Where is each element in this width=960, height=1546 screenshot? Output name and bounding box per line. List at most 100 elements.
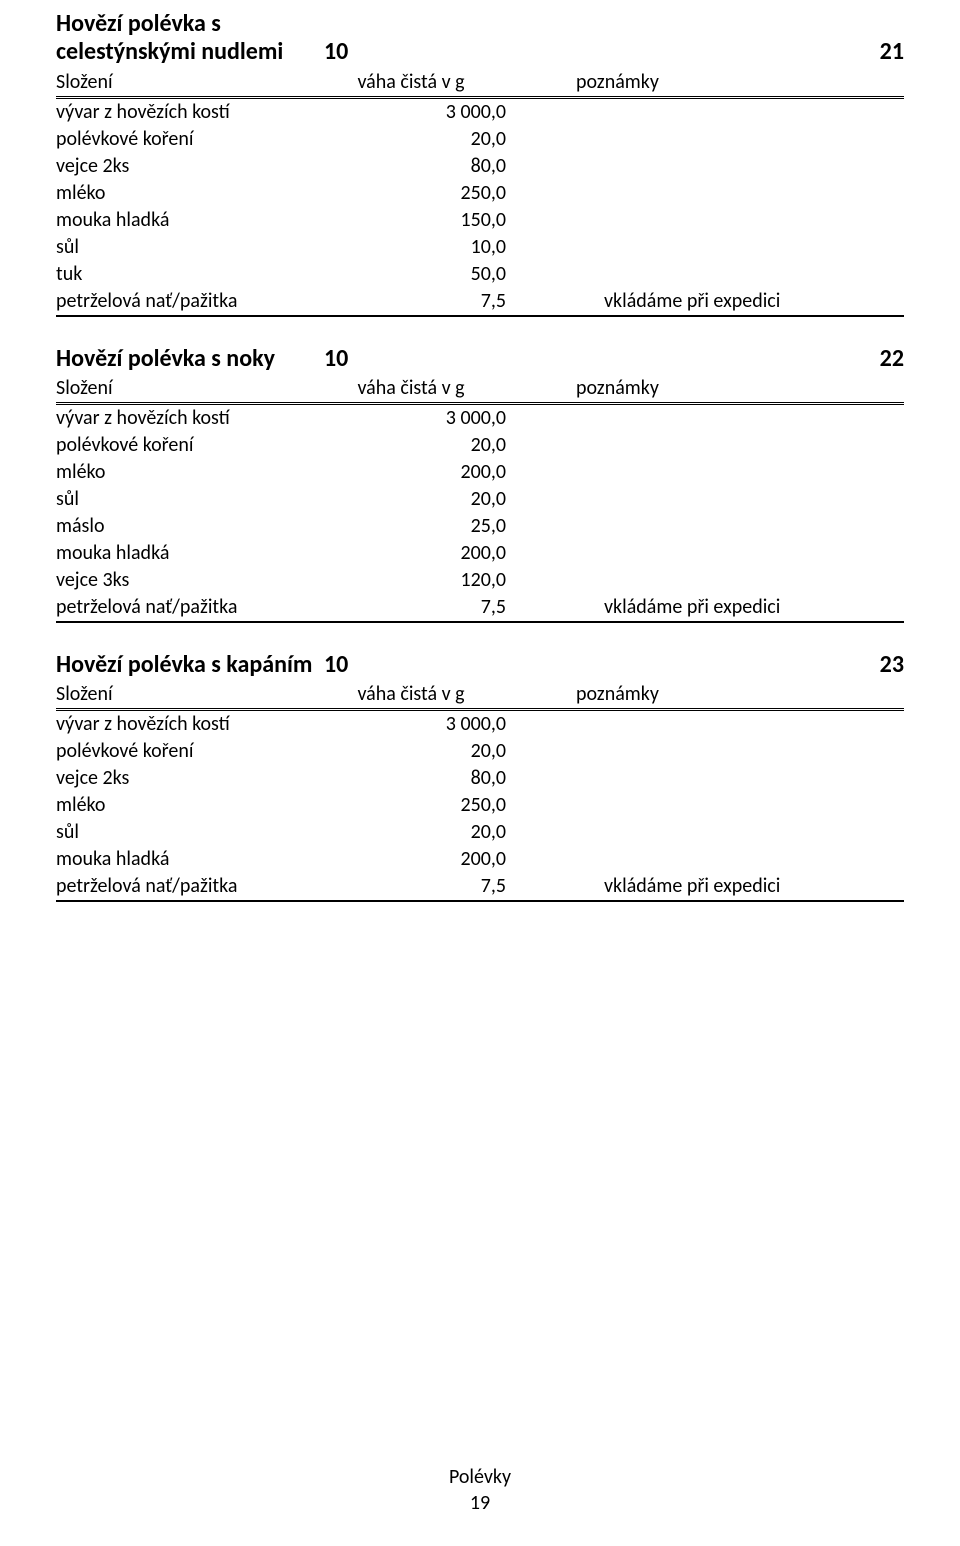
page-footer: Polévky 19 bbox=[0, 1464, 960, 1516]
recipe-id: 23 bbox=[844, 651, 904, 679]
ingredient-weight: 20,0 bbox=[316, 738, 534, 765]
ingredient-note bbox=[604, 432, 904, 459]
table-row: mouka hladká150,0 bbox=[56, 207, 904, 234]
ingredient-name: polévkové koření bbox=[56, 738, 316, 765]
table-header: Složení váha čistá v g poznámky bbox=[56, 373, 904, 405]
table-row: sůl20,0 bbox=[56, 819, 904, 846]
col-header-notes: poznámky bbox=[576, 69, 904, 96]
col-header-composition: Složení bbox=[56, 375, 316, 402]
ingredient-weight: 20,0 bbox=[316, 432, 534, 459]
ingredient-name: mouka hladká bbox=[56, 540, 316, 567]
table-row: tuk50,0 bbox=[56, 261, 904, 288]
recipe-portions: 10 bbox=[324, 651, 404, 679]
recipe-block: Hovězí polévka s kapáním 10 23 Složení v… bbox=[56, 651, 904, 902]
ingredient-weight: 7,5 bbox=[316, 288, 534, 315]
ingredient-note bbox=[604, 540, 904, 567]
ingredient-note bbox=[604, 567, 904, 594]
col-header-notes: poznámky bbox=[576, 375, 904, 402]
recipe-portions: 10 bbox=[324, 38, 404, 66]
col-header-weight: váha čistá v g bbox=[316, 681, 506, 708]
ingredient-weight: 3 000,0 bbox=[316, 711, 534, 738]
ingredient-weight: 10,0 bbox=[316, 234, 534, 261]
ingredient-note bbox=[604, 819, 904, 846]
table-row: vývar z hovězích kostí3 000,0 bbox=[56, 405, 904, 432]
ingredient-weight: 200,0 bbox=[316, 459, 534, 486]
col-header-composition: Složení bbox=[56, 69, 316, 96]
table-row: vejce 2ks80,0 bbox=[56, 765, 904, 792]
ingredient-note bbox=[604, 513, 904, 540]
ingredient-note bbox=[604, 153, 904, 180]
spacer bbox=[506, 69, 576, 96]
ingredient-name: vejce 2ks bbox=[56, 153, 316, 180]
ingredient-name: vývar z hovězích kostí bbox=[56, 405, 316, 432]
ingredient-note bbox=[604, 180, 904, 207]
table-row: polévkové koření20,0 bbox=[56, 432, 904, 459]
ingredient-name: petrželová nať/pažitka bbox=[56, 873, 316, 900]
table-row: petrželová nať/pažitka7,5vkládáme při ex… bbox=[56, 873, 904, 902]
recipe-block: Hovězí polévka s noky 10 22 Složení váha… bbox=[56, 345, 904, 623]
ingredient-note bbox=[604, 486, 904, 513]
recipe-title-row: Hovězí polévka s noky 10 22 bbox=[56, 345, 904, 373]
ingredient-name: mléko bbox=[56, 459, 316, 486]
ingredient-weight: 50,0 bbox=[316, 261, 534, 288]
ingredient-name: máslo bbox=[56, 513, 316, 540]
recipe-title: Hovězí polévka s noky bbox=[56, 345, 324, 373]
ingredient-name: mouka hladká bbox=[56, 846, 316, 873]
table-row: mouka hladká200,0 bbox=[56, 846, 904, 873]
ingredient-weight: 3 000,0 bbox=[316, 99, 534, 126]
ingredient-weight: 120,0 bbox=[316, 567, 534, 594]
ingredient-name: vejce 2ks bbox=[56, 765, 316, 792]
ingredient-name: polévkové koření bbox=[56, 126, 316, 153]
ingredient-note bbox=[604, 261, 904, 288]
ingredient-name: vývar z hovězích kostí bbox=[56, 711, 316, 738]
ingredient-weight: 200,0 bbox=[316, 540, 534, 567]
recipe-title: Hovězí polévka s celestýnskými nudlemi bbox=[56, 10, 324, 67]
recipe-id: 22 bbox=[844, 345, 904, 373]
footer-page-number: 19 bbox=[0, 1490, 960, 1516]
recipe-id: 21 bbox=[844, 38, 904, 66]
ingredient-name: mléko bbox=[56, 180, 316, 207]
ingredient-weight: 20,0 bbox=[316, 819, 534, 846]
ingredient-name: mléko bbox=[56, 792, 316, 819]
ingredient-note bbox=[604, 765, 904, 792]
ingredient-weight: 7,5 bbox=[316, 594, 534, 621]
ingredient-weight: 7,5 bbox=[316, 873, 534, 900]
ingredient-weight: 20,0 bbox=[316, 126, 534, 153]
ingredient-note: vkládáme při expedici bbox=[604, 594, 904, 621]
table-row: mléko200,0 bbox=[56, 459, 904, 486]
col-header-weight: váha čistá v g bbox=[316, 375, 506, 402]
table-row: vývar z hovězích kostí3 000,0 bbox=[56, 711, 904, 738]
ingredient-name: petrželová nať/pažitka bbox=[56, 288, 316, 315]
ingredient-weight: 25,0 bbox=[316, 513, 534, 540]
col-header-weight: váha čistá v g bbox=[316, 69, 506, 96]
ingredient-note bbox=[604, 405, 904, 432]
ingredient-weight: 80,0 bbox=[316, 153, 534, 180]
ingredient-name: polévkové koření bbox=[56, 432, 316, 459]
ingredient-note bbox=[604, 792, 904, 819]
table-row: vejce 3ks120,0 bbox=[56, 567, 904, 594]
col-header-notes: poznámky bbox=[576, 681, 904, 708]
ingredient-weight: 250,0 bbox=[316, 792, 534, 819]
table-row: polévkové koření20,0 bbox=[56, 738, 904, 765]
table-row: vejce 2ks80,0 bbox=[56, 153, 904, 180]
ingredient-weight: 150,0 bbox=[316, 207, 534, 234]
ingredient-note: vkládáme při expedici bbox=[604, 288, 904, 315]
table-row: mléko250,0 bbox=[56, 180, 904, 207]
recipe-title-row: Hovězí polévka s kapáním 10 23 bbox=[56, 651, 904, 679]
recipe-block: Hovězí polévka s celestýnskými nudlemi 1… bbox=[56, 10, 904, 317]
ingredient-weight: 250,0 bbox=[316, 180, 534, 207]
ingredient-weight: 3 000,0 bbox=[316, 405, 534, 432]
ingredient-weight: 200,0 bbox=[316, 846, 534, 873]
ingredient-note bbox=[604, 459, 904, 486]
ingredient-name: vývar z hovězích kostí bbox=[56, 99, 316, 126]
ingredient-name: mouka hladká bbox=[56, 207, 316, 234]
col-header-composition: Složení bbox=[56, 681, 316, 708]
ingredient-note bbox=[604, 99, 904, 126]
table-row: máslo25,0 bbox=[56, 513, 904, 540]
ingredient-note bbox=[604, 126, 904, 153]
ingredient-note bbox=[604, 234, 904, 261]
table-row: vývar z hovězích kostí3 000,0 bbox=[56, 99, 904, 126]
ingredient-name: sůl bbox=[56, 234, 316, 261]
ingredient-name: sůl bbox=[56, 486, 316, 513]
footer-section: Polévky bbox=[0, 1464, 960, 1490]
